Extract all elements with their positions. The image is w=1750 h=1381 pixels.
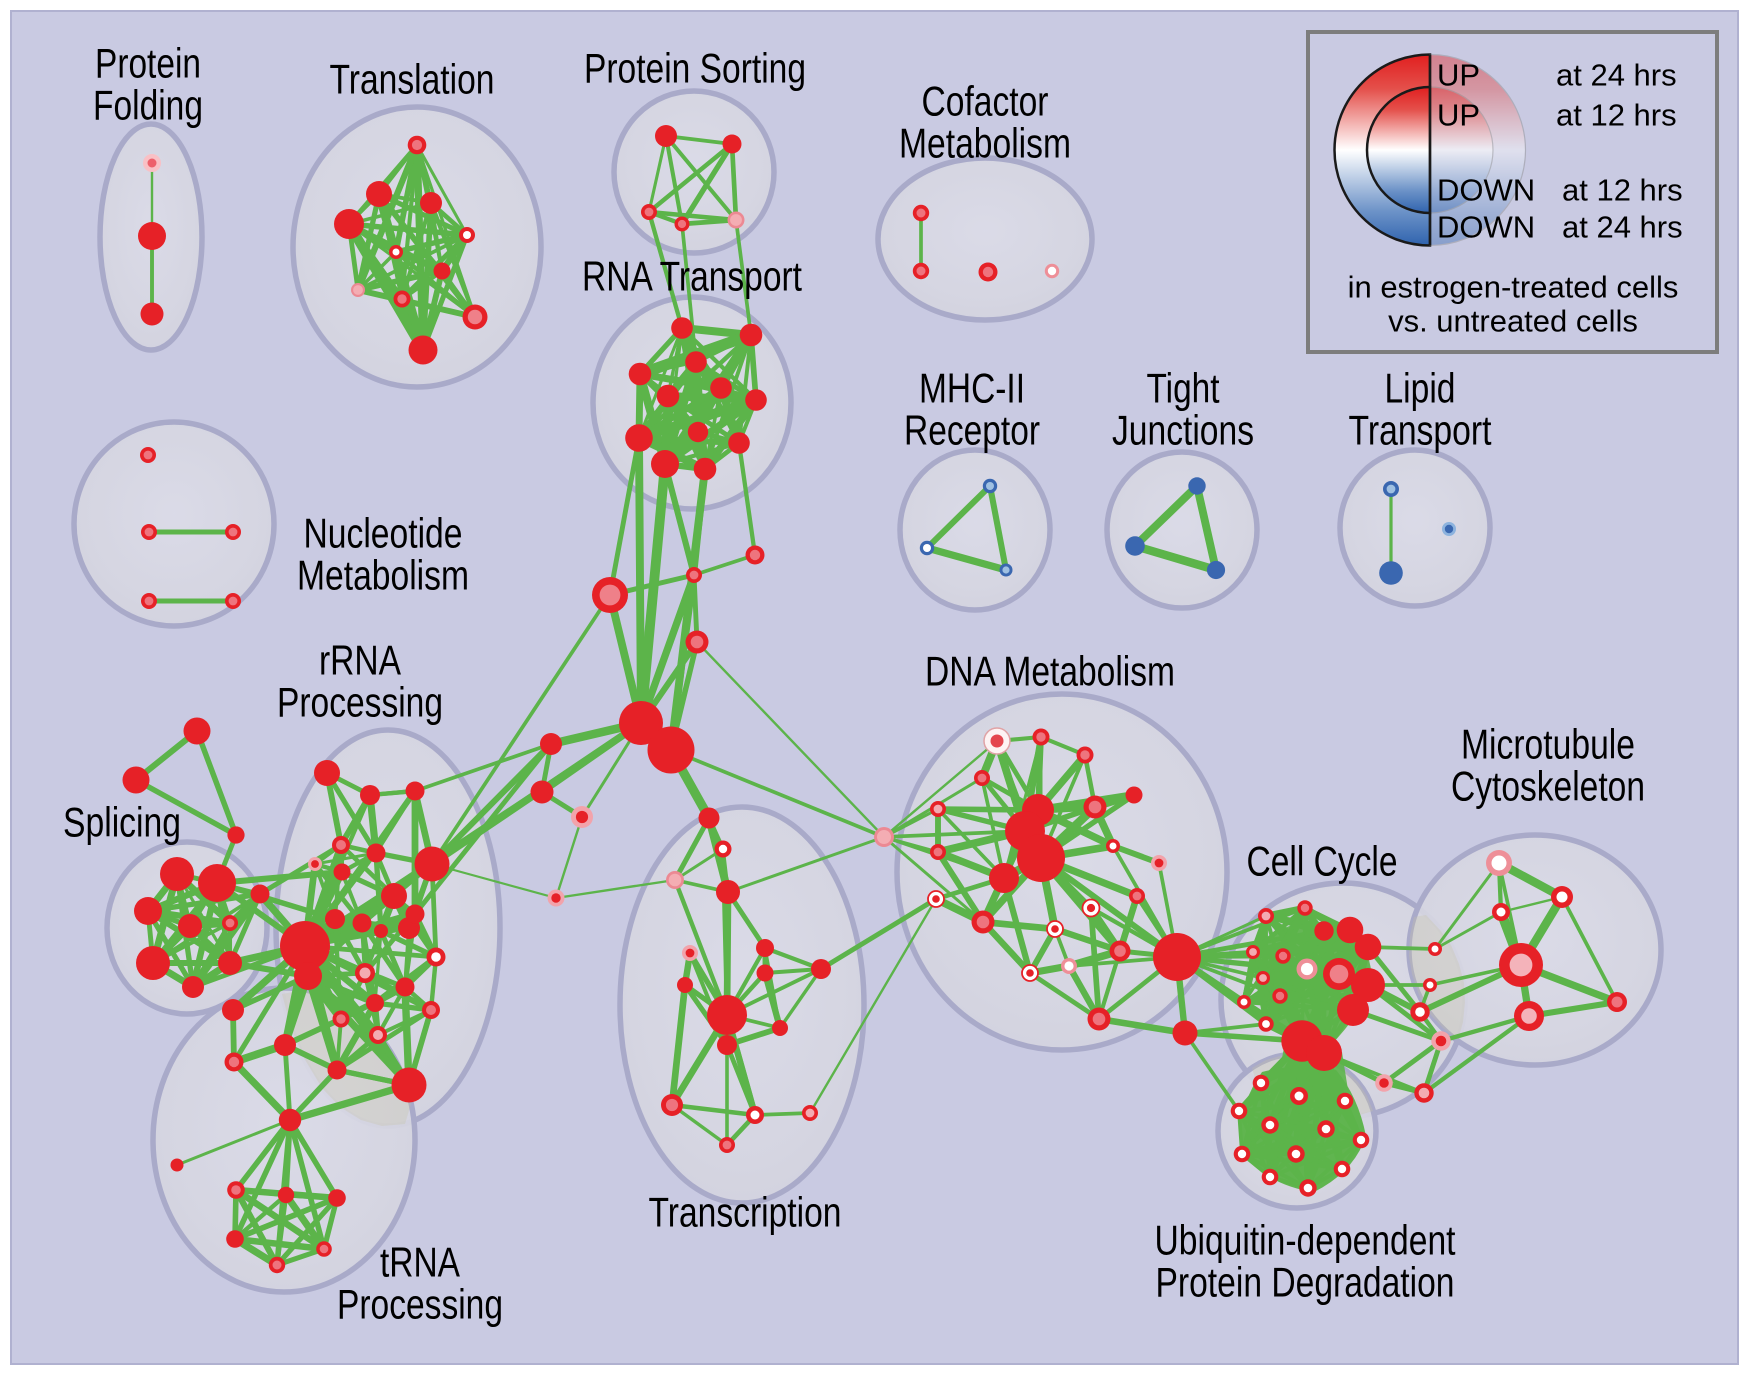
svg-text:Junctions: Junctions	[1112, 407, 1254, 454]
svg-text:Cofactor: Cofactor	[922, 78, 1049, 125]
svg-text:UP: UP	[1437, 58, 1480, 93]
svg-text:Metabolism: Metabolism	[899, 120, 1071, 167]
svg-text:UP: UP	[1437, 98, 1480, 133]
svg-text:Processing: Processing	[337, 1281, 503, 1328]
svg-text:Cell Cycle: Cell Cycle	[1247, 838, 1398, 885]
svg-text:Protein Sorting: Protein Sorting	[584, 45, 806, 92]
svg-text:vs. untreated cells: vs. untreated cells	[1388, 304, 1638, 339]
svg-text:Processing: Processing	[277, 679, 443, 726]
svg-text:Metabolism: Metabolism	[297, 552, 469, 599]
svg-text:RNA Transport: RNA Transport	[582, 253, 802, 300]
svg-text:at 24 hrs: at 24 hrs	[1556, 58, 1677, 93]
svg-text:Cytoskeleton: Cytoskeleton	[1451, 763, 1645, 810]
svg-text:at 12 hrs: at 12 hrs	[1562, 173, 1683, 208]
svg-text:Protein Degradation: Protein Degradation	[1156, 1259, 1455, 1306]
svg-text:Receptor: Receptor	[904, 407, 1040, 454]
svg-text:Nucleotide: Nucleotide	[304, 510, 463, 557]
svg-text:at 24 hrs: at 24 hrs	[1562, 210, 1683, 245]
svg-text:DOWN: DOWN	[1437, 173, 1535, 208]
svg-text:rRNA: rRNA	[319, 637, 401, 684]
svg-text:DOWN: DOWN	[1437, 210, 1535, 245]
svg-text:Transcription: Transcription	[649, 1189, 842, 1236]
svg-text:Splicing: Splicing	[63, 799, 181, 846]
svg-text:in estrogen-treated cells: in estrogen-treated cells	[1348, 270, 1679, 305]
svg-text:Translation: Translation	[330, 56, 495, 103]
svg-text:Protein: Protein	[95, 40, 201, 87]
svg-text:Folding: Folding	[93, 82, 203, 129]
svg-text:Tight: Tight	[1147, 365, 1220, 412]
svg-text:tRNA: tRNA	[380, 1239, 460, 1286]
svg-text:Microtubule: Microtubule	[1461, 721, 1635, 768]
svg-text:DNA Metabolism: DNA Metabolism	[925, 648, 1175, 695]
svg-text:Lipid: Lipid	[1385, 365, 1456, 412]
svg-text:Transport: Transport	[1349, 407, 1492, 454]
svg-text:MHC-II: MHC-II	[919, 365, 1025, 412]
svg-text:Ubiquitin-dependent: Ubiquitin-dependent	[1155, 1217, 1456, 1264]
svg-text:at 12 hrs: at 12 hrs	[1556, 98, 1677, 133]
